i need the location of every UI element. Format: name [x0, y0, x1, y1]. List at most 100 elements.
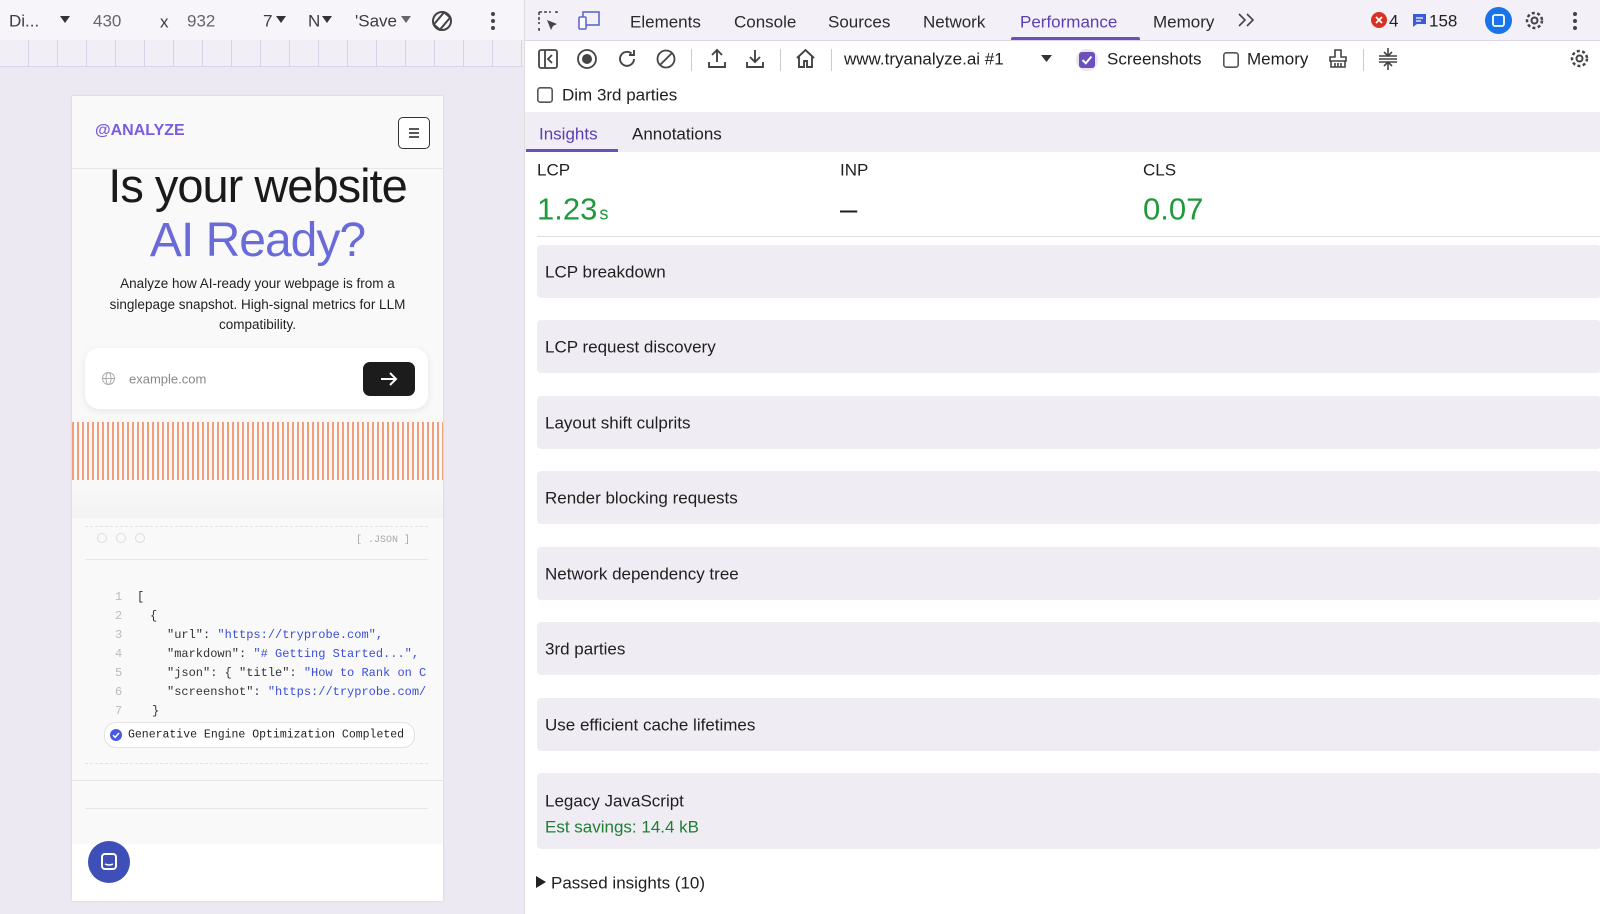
insight-card[interactable]: LCP breakdown: [537, 245, 1600, 298]
devtools-tab[interactable]: Elements: [630, 12, 701, 32]
code-text: "url": "https://tryprobe.com",: [167, 628, 383, 642]
separator: [691, 49, 692, 71]
width-input[interactable]: 430: [93, 11, 122, 31]
insight-title: Render blocking requests: [545, 488, 738, 508]
code-text: "markdown": "# Getting Started...",: [167, 647, 419, 661]
metric-number: –: [840, 191, 858, 227]
metric-label: LCP: [537, 160, 571, 180]
insight-card[interactable]: Network dependency tree: [537, 547, 1600, 600]
line-number: 3: [115, 628, 123, 642]
sidebar-toggle[interactable]: [538, 49, 558, 69]
save-select[interactable]: 'Save: [355, 11, 397, 31]
menu-button[interactable]: [398, 117, 430, 149]
passed-insights[interactable]: Passed insights (10): [551, 873, 706, 893]
clear-button[interactable]: [656, 49, 676, 69]
screenshots-label[interactable]: Screenshots: [1107, 49, 1202, 69]
code-token: "markdown":: [167, 647, 254, 661]
code-text: "screenshot": "https://tryprobe.com/: [167, 685, 426, 699]
sidebar-tab[interactable]: Annotations: [632, 124, 722, 144]
url-input[interactable]: example.com: [85, 348, 428, 409]
more-tabs-icon[interactable]: [1238, 13, 1256, 27]
devtools-tab[interactable]: Network: [923, 12, 986, 32]
menu-icon: [409, 128, 419, 138]
record-button[interactable]: [577, 49, 597, 69]
metric-label: CLS: [1143, 160, 1177, 180]
inspect-icon[interactable]: [538, 11, 558, 31]
dim-label[interactable]: Dim 3rd parties: [562, 85, 678, 105]
divider: [72, 780, 443, 781]
line-number: 1: [115, 590, 123, 604]
insight-title: 3rd parties: [545, 639, 626, 659]
headline-accent: AI Ready?: [149, 214, 366, 267]
expand-arrow[interactable]: [536, 876, 546, 888]
metric-value: 1.23 s: [537, 194, 608, 225]
check-icon: [110, 729, 122, 741]
submit-button[interactable]: [363, 362, 415, 396]
metric-value: –: [840, 194, 857, 225]
devtools-tab[interactable]: Sources: [828, 12, 891, 32]
code-line: 4 "markdown": "# Getting Started...",: [115, 647, 435, 666]
home-button[interactable]: [795, 48, 816, 69]
message-count[interactable]: 158: [1429, 11, 1458, 31]
divider: [85, 526, 428, 527]
code-line: 6 "screenshot": "https://tryprobe.com/: [115, 685, 435, 704]
code-line: 1[: [115, 590, 435, 609]
devtools-tab[interactable]: Console: [734, 12, 797, 32]
insight-card[interactable]: Legacy JavaScript Est savings: 14.4 kB: [537, 773, 1600, 849]
download-button[interactable]: [745, 48, 765, 69]
device-select[interactable]: Di...: [9, 11, 40, 31]
capture-settings[interactable]: [1569, 48, 1590, 69]
separator: [831, 49, 832, 71]
throttle-select[interactable]: N: [308, 11, 321, 31]
insight-card[interactable]: 3rd parties: [537, 622, 1600, 675]
insight-card[interactable]: LCP request discovery: [537, 320, 1600, 373]
rotate-icon[interactable]: [430, 9, 454, 33]
metric-unit: s: [599, 203, 609, 224]
device-icon[interactable]: [578, 11, 600, 30]
headline: Is your website: [108, 159, 407, 212]
insight-title: Legacy JavaScript: [545, 791, 684, 811]
upload-button[interactable]: [707, 48, 727, 69]
code-token: "json": { "title":: [167, 666, 304, 680]
memory-label[interactable]: Memory: [1247, 49, 1309, 69]
devtools-tab[interactable]: Performance: [1020, 12, 1118, 32]
insight-card[interactable]: Render blocking requests: [537, 471, 1600, 524]
screenshots-checkbox[interactable]: [1079, 52, 1095, 68]
devtools-tab[interactable]: Memory: [1153, 12, 1215, 32]
collapse-button[interactable]: [1378, 47, 1398, 71]
insight-card[interactable]: Layout shift culprits: [537, 396, 1600, 449]
status-pill: Generative Engine Optimization Completed: [104, 722, 415, 748]
chat-button[interactable]: [88, 841, 130, 883]
code-line: 3 "url": "https://tryprobe.com",: [115, 628, 435, 647]
more-icon[interactable]: [490, 12, 496, 30]
zoom-select[interactable]: 7: [263, 11, 273, 31]
code-line: 7}: [115, 704, 435, 723]
error-count[interactable]: 4: [1389, 11, 1399, 31]
code-text: }: [152, 704, 159, 718]
code-block: 1[2{3 "url": "https://tryprobe.com", 4 "mar…: [115, 590, 435, 730]
settings-icon[interactable]: [1524, 10, 1545, 31]
error-icon: [1371, 12, 1387, 28]
metric-value: 0.07: [1143, 194, 1203, 225]
more-icon[interactable]: [1572, 12, 1578, 30]
insight-card[interactable]: Use efficient cache lifetimes: [537, 698, 1600, 751]
code-text: "json": { "title": "How to Rank on C: [167, 666, 426, 680]
account-icon[interactable]: [1485, 7, 1512, 34]
dropdown-arrow: [322, 16, 332, 23]
reload-button[interactable]: [617, 49, 637, 69]
code-token: [: [137, 590, 145, 604]
code-line: 2{: [115, 609, 435, 628]
collect-garbage-button[interactable]: [1328, 48, 1348, 69]
recording-select[interactable]: www.tryanalyze.ai #1: [844, 49, 1004, 69]
site-logo[interactable]: @ANALYZE: [95, 122, 185, 139]
dropdown-arrow: [401, 16, 411, 23]
height-input[interactable]: 932: [187, 11, 216, 31]
dim-checkbox[interactable]: [537, 87, 553, 103]
dimension-separator: x: [160, 12, 169, 32]
device-pane: Di... 430 x 932 7 N 'Save @ANALYZE Is yo…: [0, 0, 524, 914]
sidebar-tab[interactable]: Insights: [539, 124, 598, 144]
line-number: 6: [115, 685, 123, 699]
memory-checkbox[interactable]: [1223, 52, 1239, 68]
code-token: {: [150, 609, 158, 623]
